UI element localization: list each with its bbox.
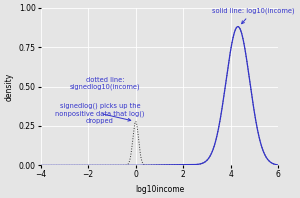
Y-axis label: density: density	[4, 72, 13, 101]
Text: dotted line:
signedlog10(income): dotted line: signedlog10(income)	[70, 77, 140, 90]
X-axis label: log10income: log10income	[135, 185, 184, 194]
Text: solid line: log10(income): solid line: log10(income)	[212, 8, 294, 24]
Text: signedlog() picks up the
nonpositive data that log()
dropped: signedlog() picks up the nonpositive dat…	[55, 103, 145, 124]
